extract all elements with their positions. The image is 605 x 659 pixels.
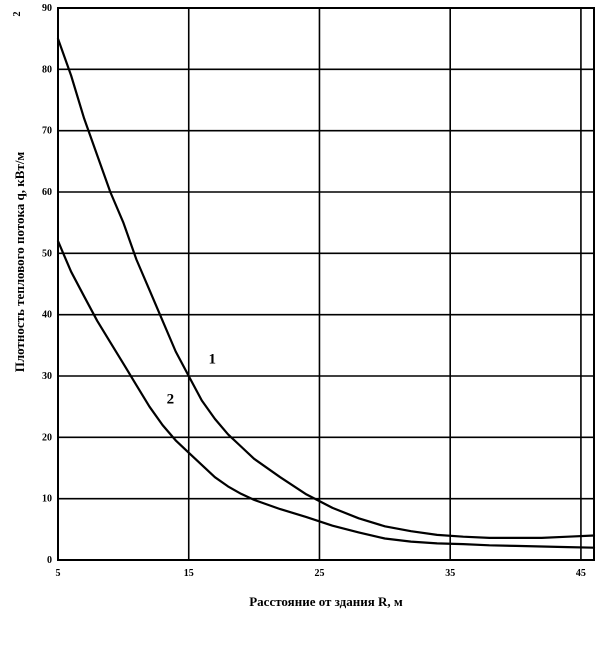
y-axis-label-group: Плотность теплового потока q, кВт/м 2 bbox=[12, 12, 27, 373]
x-tick-label: 25 bbox=[314, 568, 324, 579]
y-tick-label: 0 bbox=[47, 555, 52, 566]
y-tick-label: 80 bbox=[42, 64, 52, 75]
x-tick-label: 5 bbox=[56, 568, 61, 579]
y-tick-label: 70 bbox=[42, 126, 52, 137]
y-tick-label: 10 bbox=[42, 494, 52, 505]
y-tick-label: 50 bbox=[42, 248, 52, 259]
series-line-2 bbox=[56, 240, 596, 549]
series-group bbox=[56, 37, 596, 549]
grid bbox=[57, 7, 594, 561]
y-axis-label-superscript: 2 bbox=[12, 12, 23, 17]
tick-labels: 5 15 25 35 45 0 10 20 30 40 50 60 70 80 90 bbox=[42, 3, 586, 579]
x-tick-label: 45 bbox=[576, 568, 586, 579]
y-tick-label: 90 bbox=[42, 3, 52, 14]
curve-labels: 12 bbox=[167, 352, 216, 408]
curve-label-2: 2 bbox=[167, 392, 175, 408]
y-tick-label: 60 bbox=[42, 187, 52, 198]
y-axis-label: Плотность теплового потока q, кВт/м bbox=[12, 152, 27, 373]
series-line-1 bbox=[56, 37, 596, 539]
x-tick-label: 15 bbox=[184, 568, 194, 579]
plot-frame bbox=[57, 7, 595, 561]
x-axis-label: Расстояние от здания R, м bbox=[249, 594, 403, 609]
y-tick-label: 30 bbox=[42, 371, 52, 382]
curve-label-1: 1 bbox=[209, 352, 217, 368]
x-tick-label: 35 bbox=[445, 568, 455, 579]
y-tick-label: 40 bbox=[42, 310, 52, 321]
y-tick-label: 20 bbox=[42, 432, 52, 443]
